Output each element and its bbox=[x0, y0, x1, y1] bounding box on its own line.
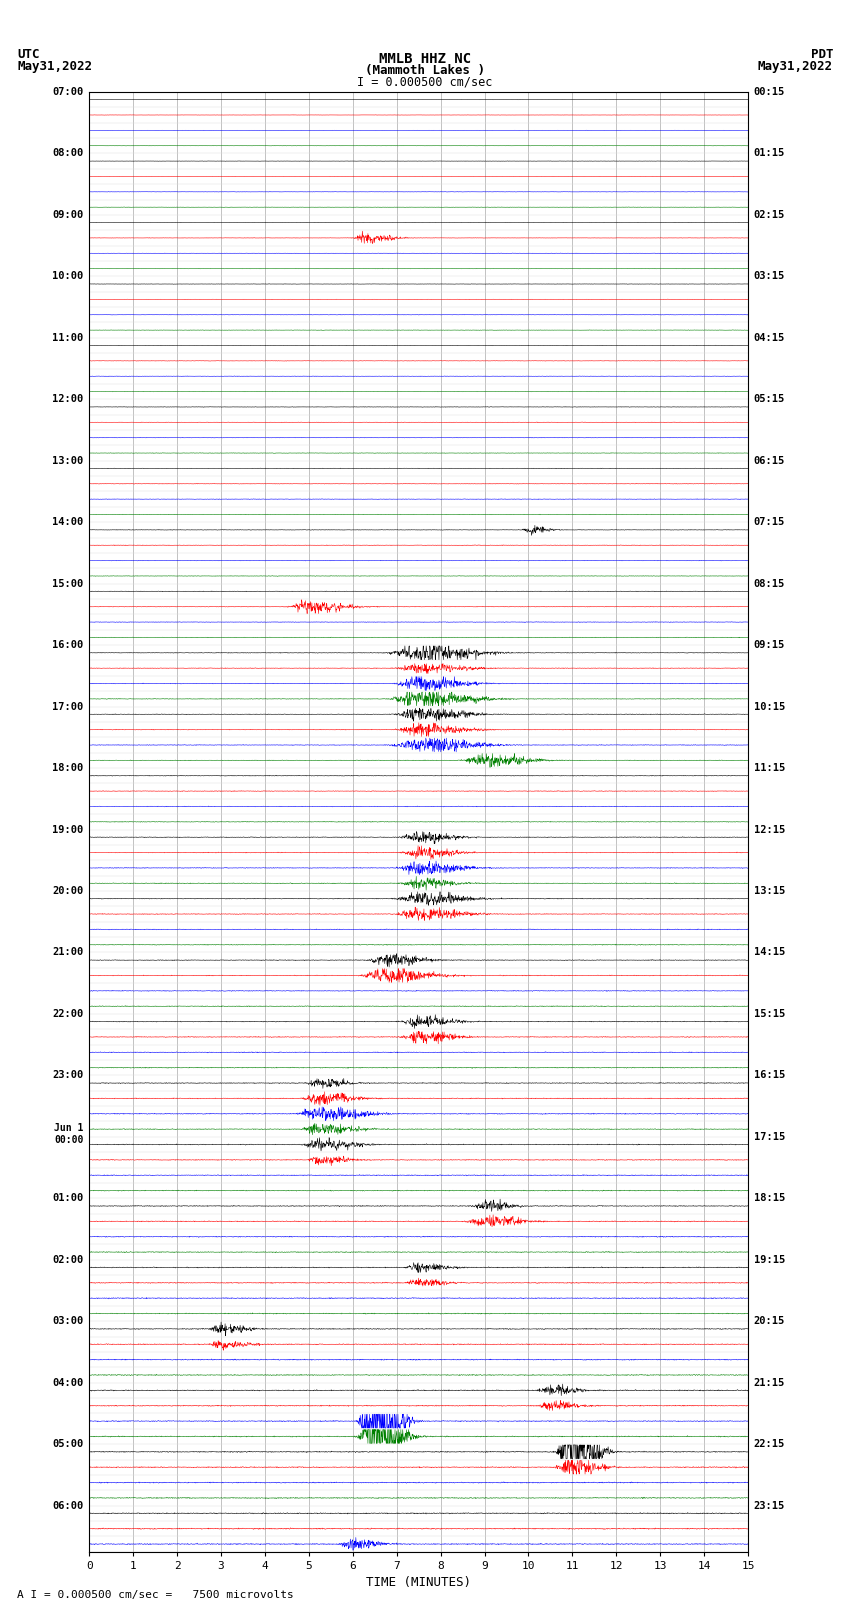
Text: UTC: UTC bbox=[17, 48, 39, 61]
Text: MMLB HHZ NC: MMLB HHZ NC bbox=[379, 52, 471, 66]
Text: 12:00: 12:00 bbox=[53, 394, 83, 405]
Text: 15:15: 15:15 bbox=[754, 1008, 785, 1019]
Text: May31,2022: May31,2022 bbox=[758, 60, 833, 73]
Text: 07:00: 07:00 bbox=[53, 87, 83, 97]
Text: 11:00: 11:00 bbox=[53, 332, 83, 344]
Text: 21:00: 21:00 bbox=[53, 947, 83, 958]
Text: 14:00: 14:00 bbox=[53, 518, 83, 527]
Text: 03:15: 03:15 bbox=[754, 271, 785, 281]
Text: 14:15: 14:15 bbox=[754, 947, 785, 958]
Text: 04:00: 04:00 bbox=[53, 1378, 83, 1387]
Text: 21:15: 21:15 bbox=[754, 1378, 785, 1387]
Text: 22:00: 22:00 bbox=[53, 1008, 83, 1019]
Text: 11:15: 11:15 bbox=[754, 763, 785, 773]
Text: 12:15: 12:15 bbox=[754, 824, 785, 834]
Text: 07:15: 07:15 bbox=[754, 518, 785, 527]
Text: PDT: PDT bbox=[811, 48, 833, 61]
Text: 02:00: 02:00 bbox=[53, 1255, 83, 1265]
Text: 06:15: 06:15 bbox=[754, 456, 785, 466]
Text: 06:00: 06:00 bbox=[53, 1500, 83, 1511]
Text: I = 0.000500 cm/sec: I = 0.000500 cm/sec bbox=[357, 76, 493, 89]
Text: 13:15: 13:15 bbox=[754, 886, 785, 895]
Text: 17:15: 17:15 bbox=[754, 1132, 785, 1142]
Text: 01:15: 01:15 bbox=[754, 148, 785, 158]
Text: 10:00: 10:00 bbox=[53, 271, 83, 281]
Text: 23:00: 23:00 bbox=[53, 1071, 83, 1081]
Text: 02:15: 02:15 bbox=[754, 210, 785, 219]
Text: 00:00: 00:00 bbox=[54, 1134, 83, 1145]
Text: 01:00: 01:00 bbox=[53, 1194, 83, 1203]
Text: May31,2022: May31,2022 bbox=[17, 60, 92, 73]
Text: 19:00: 19:00 bbox=[53, 824, 83, 834]
Text: Jun 1: Jun 1 bbox=[54, 1124, 83, 1134]
Text: 18:15: 18:15 bbox=[754, 1194, 785, 1203]
Text: 00:15: 00:15 bbox=[754, 87, 785, 97]
Text: 05:15: 05:15 bbox=[754, 394, 785, 405]
Text: 16:00: 16:00 bbox=[53, 640, 83, 650]
Text: (Mammoth Lakes ): (Mammoth Lakes ) bbox=[365, 65, 485, 77]
Text: 22:15: 22:15 bbox=[754, 1439, 785, 1448]
Text: 20:15: 20:15 bbox=[754, 1316, 785, 1326]
Text: 15:00: 15:00 bbox=[53, 579, 83, 589]
Text: 08:00: 08:00 bbox=[53, 148, 83, 158]
Text: 08:15: 08:15 bbox=[754, 579, 785, 589]
X-axis label: TIME (MINUTES): TIME (MINUTES) bbox=[366, 1576, 471, 1589]
Text: 05:00: 05:00 bbox=[53, 1439, 83, 1448]
Text: 17:00: 17:00 bbox=[53, 702, 83, 711]
Text: 23:15: 23:15 bbox=[754, 1500, 785, 1511]
Text: 10:15: 10:15 bbox=[754, 702, 785, 711]
Text: 13:00: 13:00 bbox=[53, 456, 83, 466]
Text: 20:00: 20:00 bbox=[53, 886, 83, 895]
Text: 03:00: 03:00 bbox=[53, 1316, 83, 1326]
Text: 04:15: 04:15 bbox=[754, 332, 785, 344]
Text: 18:00: 18:00 bbox=[53, 763, 83, 773]
Text: 19:15: 19:15 bbox=[754, 1255, 785, 1265]
Text: 16:15: 16:15 bbox=[754, 1071, 785, 1081]
Text: A I = 0.000500 cm/sec =   7500 microvolts: A I = 0.000500 cm/sec = 7500 microvolts bbox=[17, 1590, 294, 1600]
Text: 09:00: 09:00 bbox=[53, 210, 83, 219]
Text: 09:15: 09:15 bbox=[754, 640, 785, 650]
